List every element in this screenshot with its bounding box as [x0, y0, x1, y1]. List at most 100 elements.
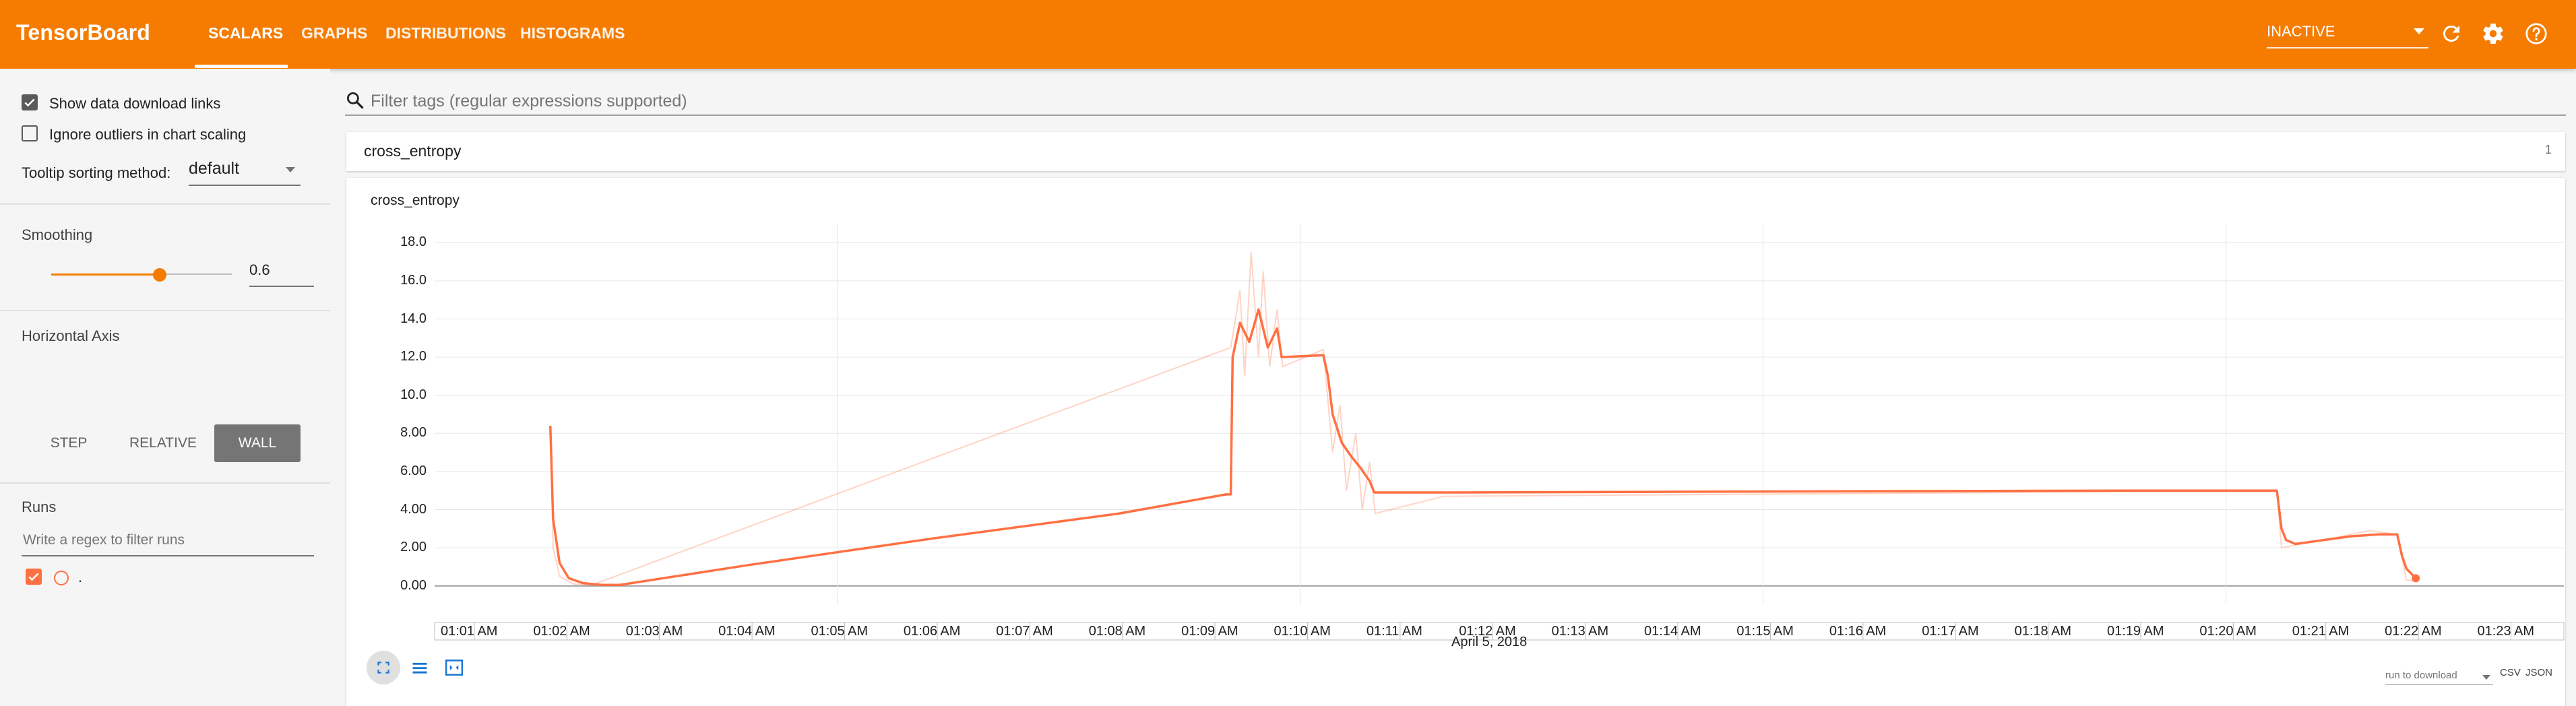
run-to-download-dropdown[interactable]: run to download [2385, 668, 2493, 685]
gear-icon[interactable] [2481, 22, 2505, 46]
chart-title: cross_entropy [371, 193, 460, 208]
ignore-outliers-label: Ignore outliers in chart scaling [49, 126, 247, 143]
runs-filter-field[interactable] [22, 528, 307, 552]
smoothed-series-line [548, 308, 2417, 587]
chevron-down-icon [286, 167, 295, 172]
raw-series-layer [549, 252, 2416, 586]
chevron-down-icon [2414, 28, 2424, 34]
x-tick-label: 01:23 AM [2477, 624, 2535, 639]
x-tick-label: 01:08 AM [1088, 624, 1146, 639]
x-tick-label: 01:16 AM [1829, 624, 1887, 639]
category-header[interactable]: cross_entropy 1 [346, 132, 2565, 171]
x-tick-label: 01:04 AM [718, 624, 776, 639]
search-icon [347, 92, 364, 109]
x-tick-label: 01:02 AM [533, 624, 590, 639]
y-tick-label: 4.00 [400, 501, 427, 517]
x-tick-label: 01:22 AM [2385, 624, 2442, 639]
smoothing-slider-knob[interactable] [153, 268, 166, 282]
smoothing-slider-fill [51, 274, 160, 276]
raw-series-line [549, 252, 2416, 586]
y-tick-label: 6.00 [400, 463, 427, 478]
toggle-log-scale-icon[interactable] [410, 659, 430, 678]
chevron-down-icon [2482, 675, 2490, 680]
smoothed-series-layer [548, 308, 2420, 587]
y-tick-label: 0.00 [400, 577, 427, 593]
tooltip-sorting-value: default [189, 159, 240, 178]
run-status-dropdown[interactable]: INACTIVE [2267, 23, 2428, 49]
smoothing-slider[interactable] [51, 268, 232, 282]
run-to-download-label: run to download [2385, 670, 2457, 681]
section-divider [0, 482, 330, 484]
help-icon[interactable] [2524, 22, 2548, 46]
y-tick-label: 16.0 [400, 272, 427, 288]
x-axis-date-label: April 5, 2018 [1451, 635, 1528, 649]
x-tick-label: 01:13 AM [1551, 624, 1609, 639]
y-tick-label: 8.00 [400, 425, 427, 441]
runs-title: Runs [22, 499, 57, 515]
y-tick-label: 10.0 [400, 387, 427, 402]
run-name: . [78, 569, 83, 585]
fullscreen-icon [377, 662, 389, 674]
smoothing-value: 0.6 [249, 261, 270, 278]
checkmark-icon [24, 98, 35, 107]
x-tick-label: 01:03 AM [625, 624, 683, 639]
x-tick-label: 01:10 AM [1274, 624, 1331, 639]
section-divider [0, 310, 330, 311]
x-tick-label: 01:05 AM [811, 624, 869, 639]
axis-relative-button[interactable]: RELATIVE [129, 435, 197, 451]
x-tick-label: 01:18 AM [2014, 624, 2072, 639]
run-checkbox[interactable] [26, 569, 42, 585]
app-title: TensorBoard [16, 20, 150, 44]
download-json-link[interactable]: JSON [2525, 667, 2553, 678]
main-content: cross_entropy 1 cross_entropy 0.00 2.00 4.… [330, 69, 2576, 706]
download-csv-link[interactable]: CSV [2500, 667, 2521, 678]
sidebar: Show data download links Ignore outliers… [0, 69, 330, 706]
tab-graphs[interactable]: GRAPHS [301, 24, 368, 42]
tab-distributions[interactable]: DISTRIBUTIONS [385, 24, 506, 42]
category-count: 1 [2544, 143, 2552, 156]
smoothing-slider-track [160, 274, 232, 275]
x-tick-label: 01:14 AM [1644, 624, 1701, 639]
show-download-links-checkbox[interactable] [22, 94, 38, 110]
smoothing-value-input[interactable]: 0.6 [249, 261, 314, 287]
y-tick-label: 12.0 [400, 349, 427, 364]
tooltip-sorting-dropdown[interactable]: default [189, 159, 301, 186]
section-divider [0, 203, 330, 205]
ignore-outliers-checkbox[interactable] [22, 125, 38, 141]
x-tick-label: 01:07 AM [996, 624, 1053, 639]
category-name: cross_entropy [364, 142, 462, 160]
y-tick-label: 2.00 [400, 540, 427, 555]
line-chart[interactable] [346, 178, 2565, 706]
tooltip-sorting-label: Tooltip sorting method: [22, 164, 171, 181]
horizontal-axis-title: Horizontal Axis [22, 327, 120, 344]
tab-histograms[interactable]: HISTOGRAMS [520, 24, 625, 42]
axis-wall-button[interactable]: WALL [214, 424, 301, 462]
x-tick-label: 01:15 AM [1736, 624, 1794, 639]
x-tick-label: 01:21 AM [2292, 624, 2350, 639]
x-tick-label: 01:20 AM [2199, 624, 2257, 639]
smoothing-title: Smoothing [22, 226, 93, 243]
y-tick-label: 18.0 [400, 234, 427, 250]
x-tick-label: 01:11 AM [1366, 624, 1422, 639]
y-tick-label: 14.0 [400, 311, 427, 326]
x-tick-label: 01:01 AM [440, 624, 498, 639]
active-tab-indicator [195, 65, 288, 68]
tab-scalars[interactable]: SCALARS [208, 24, 284, 42]
checkmark-icon [28, 573, 39, 581]
chart-grid [434, 224, 2565, 641]
top-app-bar: TensorBoard SCALARS GRAPHS DISTRIBUTIONS… [0, 0, 2576, 69]
axis-step-button[interactable]: STEP [50, 435, 88, 451]
scalar-chart-card: cross_entropy 0.00 2.00 4.00 6.00 8.00 10.0 12… [346, 178, 2565, 706]
tag-filter[interactable] [345, 88, 2566, 116]
fit-domain-icon[interactable] [443, 657, 465, 678]
refresh-icon[interactable] [2439, 22, 2463, 46]
tag-filter-input[interactable] [369, 89, 2528, 113]
run-color-icon[interactable] [54, 571, 69, 585]
show-download-links-label: Show data download links [49, 95, 221, 112]
x-tick-label: 01:12 AM [1459, 624, 1516, 639]
x-tick-label: 01:09 AM [1181, 624, 1238, 639]
run-status-label: INACTIVE [2267, 23, 2335, 40]
expand-chart-button[interactable] [367, 651, 400, 684]
runs-filter-input[interactable] [22, 528, 314, 556]
last-point-marker [2412, 574, 2420, 583]
